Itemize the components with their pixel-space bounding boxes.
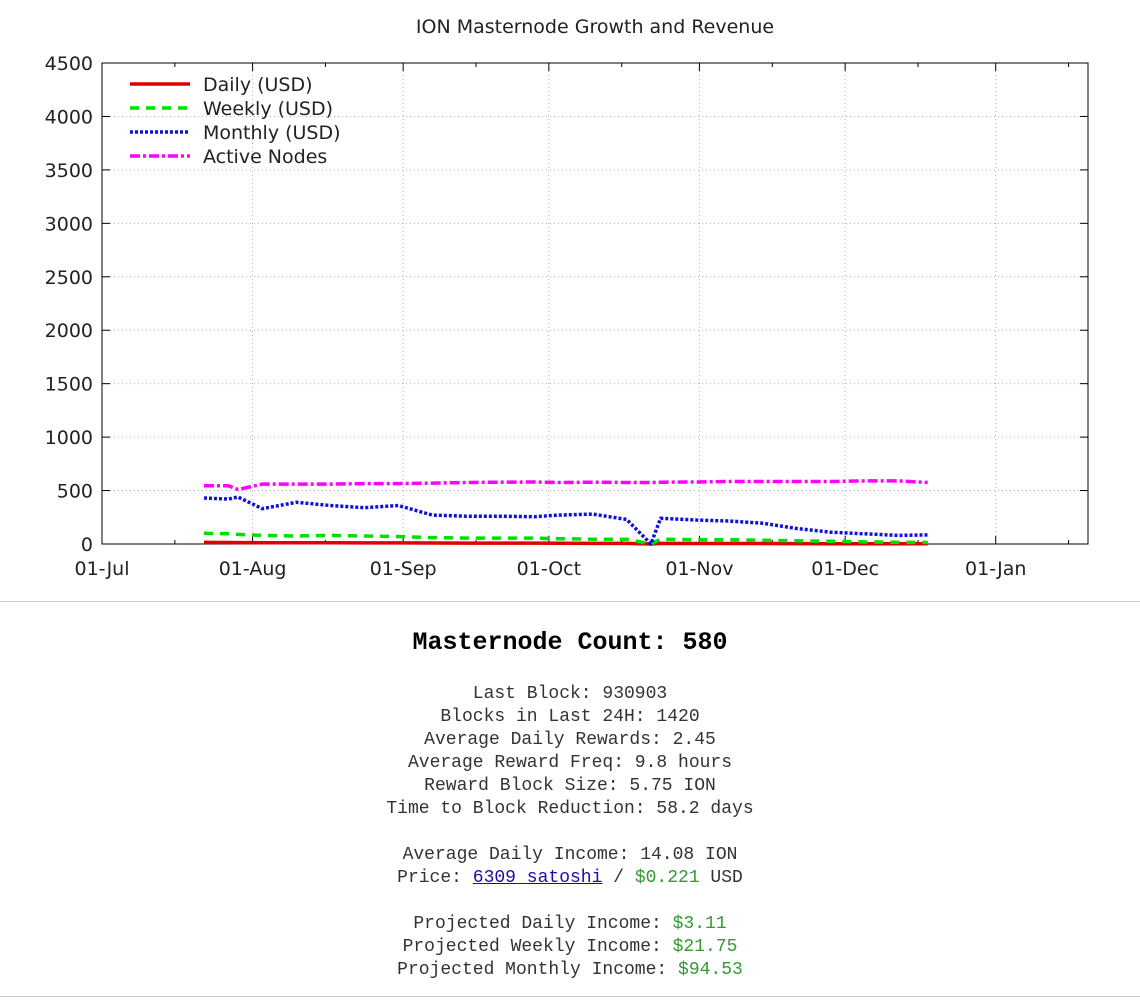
y-tick-label: 3000 bbox=[45, 213, 93, 235]
y-tick-label: 4000 bbox=[45, 106, 93, 128]
y-tick-label: 4500 bbox=[45, 53, 93, 75]
avg-reward-freq: Average Reward Freq: 9.8 hours bbox=[407, 753, 733, 773]
price-label: Price: bbox=[397, 868, 473, 888]
x-tick-label: 01-Dec bbox=[811, 558, 879, 580]
legend-label: Weekly (USD) bbox=[203, 98, 333, 120]
legend-label: Monthly (USD) bbox=[203, 122, 341, 144]
projected-daily-value: $3.11 bbox=[672, 914, 727, 934]
masternode-count: Masternode Count: 580 bbox=[412, 628, 728, 657]
projected-weekly-income: Projected Weekly Income: $21.75 bbox=[0, 936, 1140, 959]
spacer bbox=[0, 890, 1140, 913]
y-tick-label: 2500 bbox=[45, 267, 93, 289]
y-tick-label: 2000 bbox=[45, 320, 93, 342]
spacer bbox=[0, 821, 1140, 844]
avg-daily-income: Average Daily Income: 14.08 ION bbox=[402, 845, 738, 865]
projected-daily-income: Projected Daily Income: $3.11 bbox=[0, 913, 1140, 936]
series-line-2 bbox=[203, 531, 928, 546]
x-tick-label: 01-Sep bbox=[370, 558, 437, 580]
projected-weekly-label: Projected Weekly Income: bbox=[402, 937, 673, 957]
divider-top bbox=[0, 601, 1140, 602]
series-line-1 bbox=[203, 540, 928, 546]
price-unit: USD bbox=[699, 868, 743, 888]
stats-panel: Masternode Count: 580 Last Block: 930903… bbox=[0, 610, 1140, 982]
y-tick-label: 0 bbox=[81, 534, 93, 556]
y-tick-label: 500 bbox=[57, 481, 93, 503]
price-separator: / bbox=[602, 868, 635, 888]
chart-area: ION Masternode Growth and Revenue 0 500 10… bbox=[45, 16, 1089, 580]
projected-weekly-value: $21.75 bbox=[672, 937, 738, 957]
x-tick-label: 01-Aug bbox=[219, 558, 287, 580]
y-tick-label: 3500 bbox=[45, 160, 93, 182]
projected-monthly-income: Projected Monthly Income: $94.53 bbox=[0, 959, 1140, 982]
reward-block-size: Reward Block Size: 5.75 ION bbox=[424, 776, 716, 796]
legend-label: Active Nodes bbox=[203, 146, 327, 168]
y-tick-label: 1500 bbox=[45, 374, 93, 396]
x-tick-label: 01-Oct bbox=[517, 558, 581, 580]
x-tick-label: 01-Nov bbox=[665, 558, 733, 580]
time-to-block-reduction: Time to Block Reduction: 58.2 days bbox=[386, 799, 754, 819]
x-tick-label: 01-Jul bbox=[74, 558, 129, 580]
projected-monthly-value: $94.53 bbox=[678, 960, 743, 980]
chart-svg: ION Masternode Growth and Revenue 0 500 10… bbox=[45, 16, 1089, 580]
avg-daily-rewards: Average Daily Rewards: 2.45 bbox=[424, 730, 716, 750]
divider-bottom bbox=[0, 996, 1140, 997]
chart-title: ION Masternode Growth and Revenue bbox=[416, 16, 774, 38]
series-line-4 bbox=[204, 479, 928, 492]
projected-daily-label: Projected Daily Income: bbox=[413, 914, 673, 934]
x-tick-label: 01-Jan bbox=[965, 558, 1026, 580]
projected-monthly-label: Projected Monthly Income: bbox=[397, 960, 679, 980]
price-usd: $0.221 bbox=[634, 868, 700, 888]
blocks-24h: Blocks in Last 24H: 1420 bbox=[440, 707, 700, 727]
price-line: Price: 6309 satoshi / $0.221 USD bbox=[0, 867, 1140, 890]
series-line-3 bbox=[203, 495, 928, 546]
last-block: Last Block: 930903 bbox=[472, 684, 668, 704]
y-tick-label: 1000 bbox=[45, 427, 93, 449]
price-satoshi-link[interactable]: 6309 satoshi bbox=[472, 868, 603, 888]
legend-label: Daily (USD) bbox=[203, 74, 313, 96]
